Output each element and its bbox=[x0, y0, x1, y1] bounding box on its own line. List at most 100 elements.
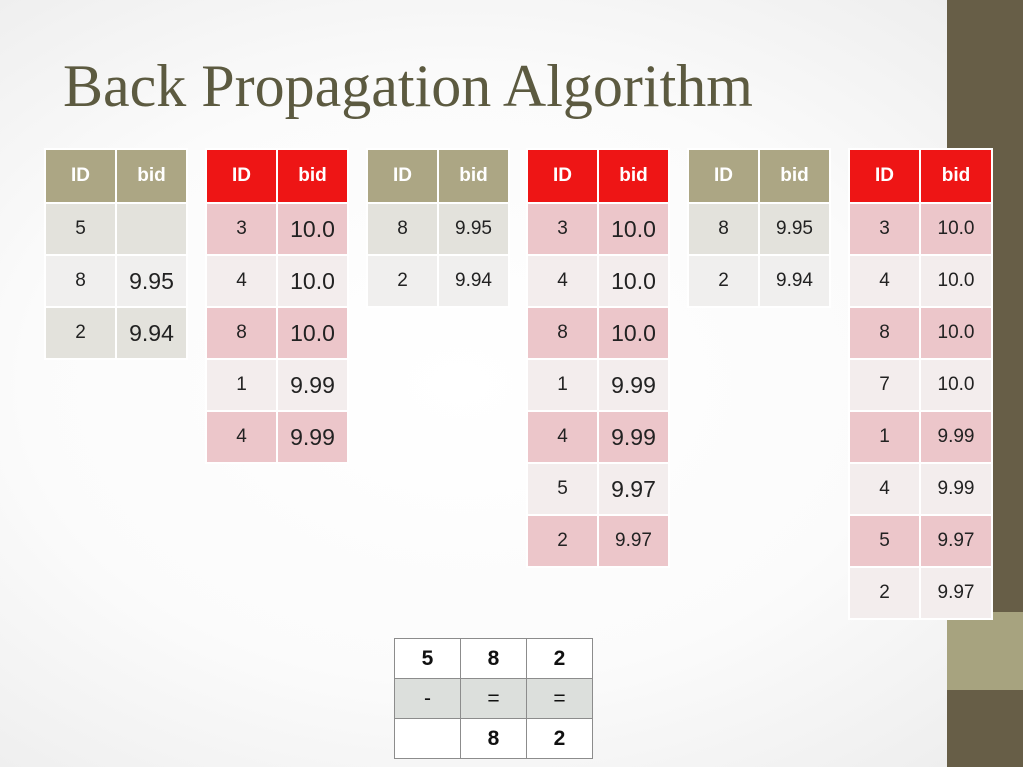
result-cell: 2 bbox=[526, 638, 593, 679]
bid-table-5: ID bid 8 9.95 2 9.94 bbox=[687, 148, 831, 308]
column-header-bid: bid bbox=[758, 148, 831, 204]
table-row: 8 9.95 bbox=[366, 202, 510, 256]
table-row: 4 10.0 bbox=[526, 254, 670, 308]
table-header-row: ID bid bbox=[205, 148, 349, 204]
cell-id: 2 bbox=[366, 254, 439, 308]
table-row: 2 9.97 bbox=[848, 566, 993, 620]
cell-id: 1 bbox=[848, 410, 921, 464]
table-row: 4 10.0 bbox=[848, 254, 993, 308]
cell-id: 1 bbox=[526, 358, 599, 412]
bid-table-4: ID bid 3 10.0 4 10.0 8 10.0 1 9.99 4 9.9… bbox=[526, 148, 670, 568]
bid-table-2: ID bid 3 10.0 4 10.0 8 10.0 1 9.99 4 9.9… bbox=[205, 148, 349, 464]
column-header-id: ID bbox=[205, 148, 278, 204]
cell-bid: 9.99 bbox=[919, 410, 993, 464]
cell-id: 8 bbox=[848, 306, 921, 360]
column-header-bid: bid bbox=[597, 148, 670, 204]
result-cell: 8 bbox=[460, 638, 527, 679]
table-header-row: ID bid bbox=[526, 148, 670, 204]
table-row: 8 9.95 bbox=[44, 254, 188, 308]
table-row: 3 10.0 bbox=[205, 202, 349, 256]
table-header-row: ID bid bbox=[687, 148, 831, 204]
table-row: 4 9.99 bbox=[526, 410, 670, 464]
table-row: 4 10.0 bbox=[205, 254, 349, 308]
cell-bid: 9.99 bbox=[597, 358, 670, 412]
cell-bid: 10.0 bbox=[276, 202, 349, 256]
cell-bid: 9.99 bbox=[276, 410, 349, 464]
column-header-bid: bid bbox=[115, 148, 188, 204]
cell-id: 8 bbox=[205, 306, 278, 360]
cell-id: 2 bbox=[687, 254, 760, 308]
result-cell bbox=[394, 718, 461, 759]
column-header-bid: bid bbox=[276, 148, 349, 204]
cell-id: 8 bbox=[44, 254, 117, 308]
cell-id: 2 bbox=[526, 514, 599, 568]
cell-bid: 9.95 bbox=[115, 254, 188, 308]
slide-title: Back Propagation Algorithm bbox=[63, 53, 753, 119]
cell-bid: 9.97 bbox=[919, 566, 993, 620]
cell-bid: 10.0 bbox=[276, 254, 349, 308]
cell-bid: 9.95 bbox=[437, 202, 510, 256]
cell-id: 2 bbox=[44, 306, 117, 360]
cell-bid: 10.0 bbox=[597, 202, 670, 256]
cell-id: 8 bbox=[366, 202, 439, 256]
cell-id: 3 bbox=[526, 202, 599, 256]
result-cell: = bbox=[526, 678, 593, 719]
table-row: 8 10.0 bbox=[848, 306, 993, 360]
cell-id: 5 bbox=[848, 514, 921, 568]
cell-id: 3 bbox=[848, 202, 921, 256]
cell-id: 4 bbox=[205, 410, 278, 464]
cell-bid: 10.0 bbox=[919, 202, 993, 256]
cell-bid: 9.94 bbox=[437, 254, 510, 308]
cell-id: 5 bbox=[44, 202, 117, 256]
cell-bid: 10.0 bbox=[276, 306, 349, 360]
result-cell: 8 bbox=[460, 718, 527, 759]
table-row: 5 8 2 bbox=[394, 638, 593, 679]
cell-id: 8 bbox=[526, 306, 599, 360]
cell-bid: 9.99 bbox=[919, 462, 993, 516]
table-row: 4 9.99 bbox=[848, 462, 993, 516]
cell-id: 1 bbox=[205, 358, 278, 412]
cell-bid bbox=[115, 202, 188, 256]
column-header-id: ID bbox=[687, 148, 760, 204]
decorative-bar-dark-bottom bbox=[947, 690, 1023, 767]
table-row: 7 10.0 bbox=[848, 358, 993, 412]
table-row: 1 9.99 bbox=[848, 410, 993, 464]
cell-id: 4 bbox=[205, 254, 278, 308]
cell-bid: 9.97 bbox=[919, 514, 993, 568]
cell-bid: 10.0 bbox=[919, 358, 993, 412]
cell-bid: 9.97 bbox=[597, 462, 670, 516]
column-header-id: ID bbox=[848, 148, 921, 204]
cell-id: 2 bbox=[848, 566, 921, 620]
column-header-id: ID bbox=[526, 148, 599, 204]
result-table: 5 8 2 - = = 8 2 bbox=[394, 638, 593, 759]
table-row: 5 bbox=[44, 202, 188, 256]
table-row: 4 9.99 bbox=[205, 410, 349, 464]
table-row: 1 9.99 bbox=[526, 358, 670, 412]
column-header-bid: bid bbox=[437, 148, 510, 204]
cell-bid: 9.97 bbox=[597, 514, 670, 568]
cell-bid: 9.95 bbox=[758, 202, 831, 256]
cell-bid: 10.0 bbox=[919, 254, 993, 308]
cell-bid: 10.0 bbox=[597, 306, 670, 360]
table-row: 2 9.94 bbox=[687, 254, 831, 308]
table-row: 3 10.0 bbox=[848, 202, 993, 256]
table-row: 1 9.99 bbox=[205, 358, 349, 412]
table-row: - = = bbox=[394, 678, 593, 719]
table-header-row: ID bid bbox=[848, 148, 993, 204]
result-cell: - bbox=[394, 678, 461, 719]
table-header-row: ID bid bbox=[44, 148, 188, 204]
cell-id: 4 bbox=[848, 462, 921, 516]
cell-id: 5 bbox=[526, 462, 599, 516]
cell-bid: 9.99 bbox=[276, 358, 349, 412]
table-row: 8 9.95 bbox=[687, 202, 831, 256]
result-cell: 5 bbox=[394, 638, 461, 679]
table-row: 2 9.94 bbox=[44, 306, 188, 360]
cell-bid: 9.94 bbox=[115, 306, 188, 360]
column-header-bid: bid bbox=[919, 148, 993, 204]
cell-bid: 10.0 bbox=[919, 306, 993, 360]
bid-table-3: ID bid 8 9.95 2 9.94 bbox=[366, 148, 510, 308]
table-row: 2 9.97 bbox=[526, 514, 670, 568]
column-header-id: ID bbox=[366, 148, 439, 204]
bid-table-1: ID bid 5 8 9.95 2 9.94 bbox=[44, 148, 188, 360]
